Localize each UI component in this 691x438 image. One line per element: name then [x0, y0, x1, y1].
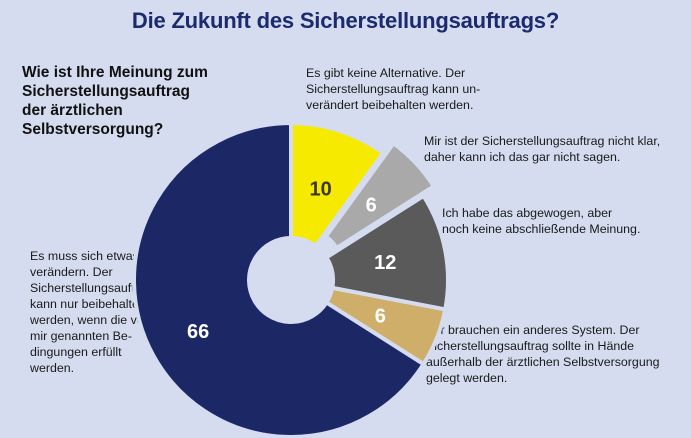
legend-note-alternative: Es gibt keine Alternative. Der Sicherste… [306, 66, 481, 112]
slice-value-label: 66 [187, 321, 209, 343]
pie-slice [324, 193, 450, 312]
pie-slice [132, 121, 426, 438]
legend-note-change-needed: Es muss sich etwas verändern. Der Sicher… [30, 249, 153, 375]
slice-value-label: 10 [310, 179, 332, 201]
slice-value-label: 12 [374, 252, 396, 274]
slice-value-label: 6 [366, 195, 377, 217]
pie-slice [289, 121, 386, 249]
slice-value-label: 6 [375, 305, 386, 327]
legend-note-unclear: Mir ist der Sicherstellungsauftrag nicht… [424, 134, 661, 164]
legend-note-other-system: Wir brauchen ein anderes System. Der Sic… [426, 323, 660, 385]
pie-slice [323, 141, 436, 250]
legend-note-undecided: Ich habe das abgewogen, aber noch keine … [442, 206, 641, 236]
survey-question: Wie ist Ihre Meinung zum Sicherstellungs… [22, 64, 208, 138]
chart-title: Die Zukunft des Sicherstellungsauftrags? [131, 8, 560, 33]
